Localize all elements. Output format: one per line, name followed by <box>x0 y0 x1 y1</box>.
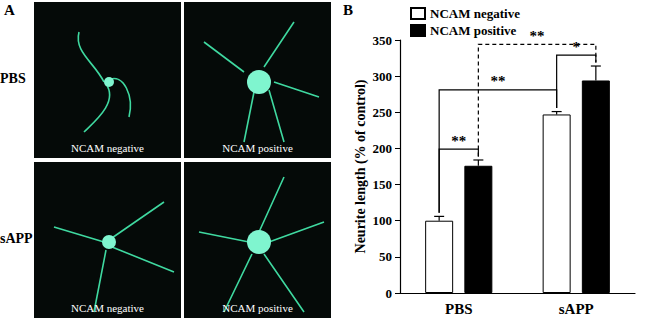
svg-text:**: ** <box>530 28 545 44</box>
svg-text:50: 50 <box>379 249 392 264</box>
svg-text:350: 350 <box>373 33 393 48</box>
html-text:NCAM positive: NCAM positive <box>222 302 293 314</box>
svg-text:sAPP: sAPP <box>559 301 594 317</box>
html-text:A: A <box>4 2 15 18</box>
svg-text:150: 150 <box>373 177 393 192</box>
html-text:PBS: PBS <box>0 71 26 86</box>
html-text:sAPP: sAPP <box>0 231 33 246</box>
svg-text:300: 300 <box>373 69 393 84</box>
html-text:NCAM negative: NCAM negative <box>71 142 144 154</box>
svg-text:NCAM positive: NCAM positive <box>430 23 517 38</box>
svg-text:**: ** <box>451 133 466 149</box>
html-text:NCAM positive: NCAM positive <box>222 142 293 154</box>
svg-text:0: 0 <box>386 286 393 301</box>
svg-text:Neurite length (% of control): Neurite length (% of control) <box>353 79 369 253</box>
svg-text:PBS: PBS <box>445 301 473 317</box>
svg-text:100: 100 <box>373 213 393 228</box>
svg-text:NCAM negative: NCAM negative <box>430 6 520 21</box>
svg-text:250: 250 <box>373 105 393 120</box>
html-text:NCAM negative: NCAM negative <box>71 302 144 314</box>
svg-text:*: * <box>573 39 581 55</box>
svg-text:200: 200 <box>373 141 393 156</box>
svg-text:**: ** <box>490 73 505 89</box>
html-text:B: B <box>343 2 353 18</box>
